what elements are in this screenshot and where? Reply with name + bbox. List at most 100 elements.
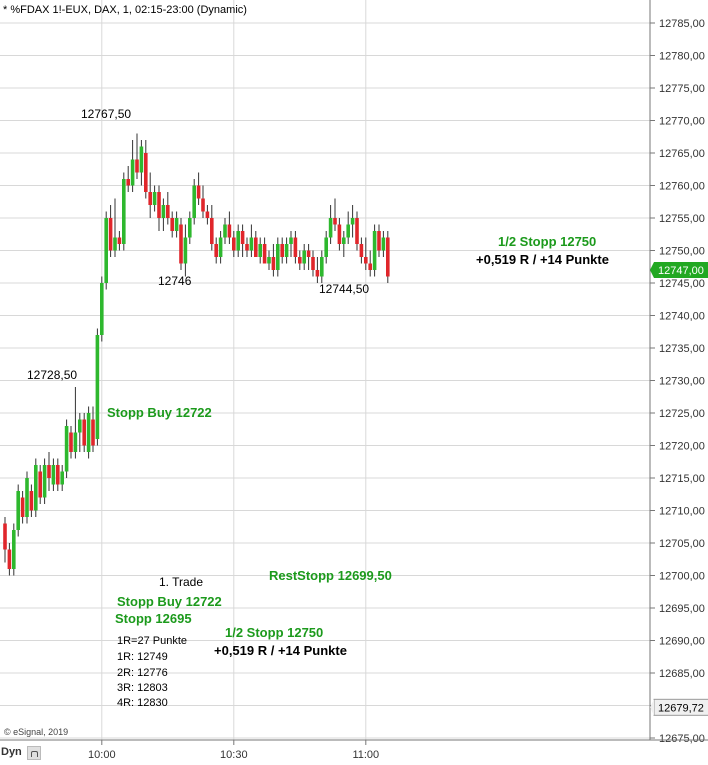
candle-body (245, 244, 249, 251)
candle-body (223, 224, 227, 238)
candle-body (280, 244, 284, 257)
candle-body (29, 491, 34, 511)
candle-body (271, 257, 276, 270)
candlesticks (3, 133, 390, 576)
candle-body (78, 419, 82, 433)
candle-body (386, 237, 390, 277)
price-tick-label: 12720,00 (659, 441, 705, 453)
candle-body (122, 179, 126, 244)
candle-body (240, 231, 245, 244)
candle-body (218, 237, 223, 257)
candle-body (214, 244, 218, 257)
candle-body (174, 218, 179, 231)
candle-body (227, 224, 232, 238)
current-price-box (654, 262, 708, 278)
grid-lines (0, 0, 650, 740)
candle-body (157, 192, 161, 218)
trade-plan-4r: 4R: 12830 (117, 697, 168, 709)
candle-body (196, 185, 201, 199)
candle-body (126, 179, 130, 186)
price-tick-label: 12725,00 (659, 408, 705, 420)
price-label-low-1: 12746 (158, 274, 192, 288)
price-tick-label: 12775,00 (659, 83, 705, 95)
candle-body (346, 224, 350, 238)
current-price-pointer (650, 262, 654, 278)
candle-body (188, 218, 192, 238)
candle-body (315, 270, 320, 277)
candle-body (60, 471, 64, 485)
candle-body (368, 263, 372, 270)
price-tick-label: 12785,00 (659, 18, 705, 30)
candle-body (236, 231, 240, 251)
candle-body (25, 478, 29, 517)
price-tick-label: 12690,00 (659, 636, 705, 648)
candle-body (320, 257, 324, 277)
candle-body (249, 237, 254, 251)
price-tick-label: 12750,00 (659, 246, 705, 258)
candle-body (56, 465, 60, 485)
candle-body (293, 237, 298, 257)
candle-body (324, 237, 328, 257)
candle-body (91, 419, 95, 446)
candle-body (82, 419, 86, 446)
candle-body (113, 237, 117, 251)
current-price-label: 12747,00 (658, 265, 704, 277)
price-tick-label: 12740,00 (659, 311, 705, 323)
dynamic-toggle[interactable]: Dyn (0, 745, 60, 763)
candle-body (69, 432, 73, 452)
candle-body (359, 244, 364, 257)
candle-body (12, 530, 16, 569)
candle-body (64, 426, 69, 472)
candle-body (170, 218, 174, 231)
trade-plan-1r: 1R: 12749 (117, 651, 168, 663)
price-tick-label: 12695,00 (659, 603, 705, 615)
candle-body (130, 159, 135, 186)
candle-body (262, 244, 267, 264)
candle-body (34, 465, 38, 511)
price-tick-label: 12755,00 (659, 213, 705, 225)
candle-body (364, 257, 368, 264)
price-tick-label: 12760,00 (659, 181, 705, 193)
annotation-result: +0,519 R / +14 Punkte (476, 252, 609, 267)
candle-body (144, 153, 148, 192)
candle-body (276, 244, 280, 270)
candle-body (258, 244, 262, 257)
candle-body (73, 432, 78, 452)
candle-body (337, 224, 342, 244)
candle-body (350, 218, 355, 225)
last-visible-price-pointer (650, 699, 654, 716)
dynamic-label: Dyn (1, 746, 22, 758)
candle-body (192, 185, 196, 218)
price-tick-label: 12770,00 (659, 116, 705, 128)
candle-body (328, 218, 333, 238)
price-tick-label: 12715,00 (659, 473, 705, 485)
price-tick-label: 12765,00 (659, 148, 705, 160)
trade-stop-buy: Stopp Buy 12722 (117, 594, 222, 609)
candle-body (152, 192, 157, 205)
copyright: © eSignal, 2019 (4, 727, 69, 737)
price-tick-label: 12730,00 (659, 376, 705, 388)
candle-body (381, 237, 386, 251)
candle-body (38, 471, 42, 498)
price-axis: 12785,00 12780,00 12775,00 12770,00 12765,00… (649, 0, 708, 745)
trade-heading: 1. Trade (159, 575, 204, 589)
trade-plan-risk: 1R=27 Punkte (117, 635, 188, 647)
time-tick-label: 11:00 (352, 749, 379, 761)
price-tick-label: 12735,00 (659, 343, 705, 355)
price-tick-label: 12705,00 (659, 538, 705, 550)
price-tick-label: 12745,00 (659, 278, 705, 290)
candle-body (355, 218, 359, 244)
lock-icon[interactable] (27, 746, 41, 760)
price-tick-label: 12780,00 (659, 51, 705, 63)
price-tick-label: 12685,00 (659, 668, 705, 680)
candle-body (232, 237, 236, 251)
candle-body (47, 465, 51, 478)
trade-plan-2r: 2R: 12776 (117, 667, 168, 679)
candle-body (166, 205, 170, 218)
candle-body (289, 237, 293, 244)
candle-body (377, 231, 381, 251)
candle-body (205, 211, 210, 218)
candle-body (306, 250, 311, 257)
candle-body (117, 237, 122, 244)
